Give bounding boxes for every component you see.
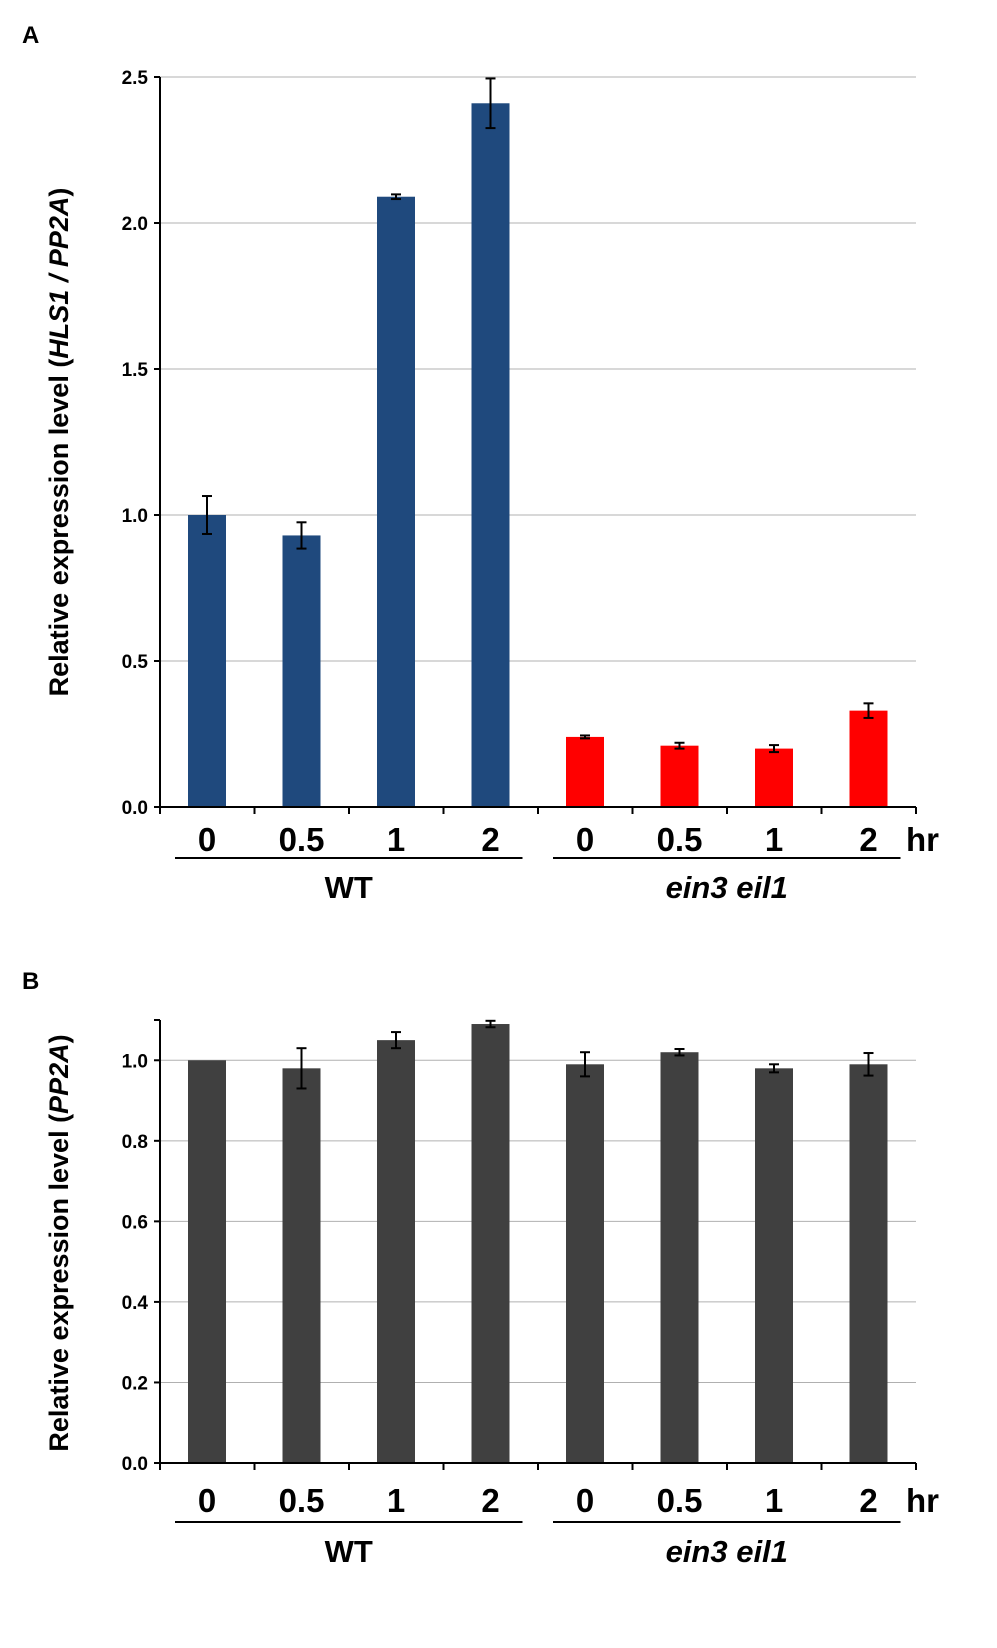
bar <box>377 196 415 808</box>
y-tick-label: 0.2 <box>122 1373 148 1394</box>
chart-a: 0.0 0.5 1.0 1.5 2.0 2.5 0 0.5 1 2 0 0.5 1 2 hr WT ein3 e… <box>44 68 939 905</box>
group-label: WT <box>325 870 373 905</box>
y-axis-title: Relative expression level (HLS1 / PP2A) <box>44 188 74 697</box>
y-tick-label: 0.0 <box>122 798 148 819</box>
bar <box>471 103 510 807</box>
x-tick-label: 0.5 <box>279 1482 325 1519</box>
y-tick-label: 2.5 <box>122 68 149 89</box>
bar <box>282 535 321 807</box>
x-tick-label: 0 <box>198 821 216 858</box>
bar <box>849 710 888 807</box>
y-tick-label: 1.0 <box>122 1051 148 1072</box>
bar <box>188 1060 226 1463</box>
x-tick-label: 0.5 <box>657 1482 703 1519</box>
panel-a-label: A <box>22 22 40 49</box>
y-axis-title-part: Relative expression level ( <box>44 1114 74 1452</box>
y-tick-label: 1.0 <box>122 506 148 527</box>
bar <box>849 1064 888 1463</box>
y-axis-title-part: ) <box>44 188 74 197</box>
x-tick-label: 2 <box>481 1482 499 1519</box>
y-axis-title: Relative expression level (PP2A) <box>44 1034 74 1451</box>
group-label: WT <box>325 1534 373 1569</box>
y-tick-label: 0.8 <box>122 1132 148 1153</box>
x-tick-label: 0.5 <box>279 821 325 858</box>
x-tick-label: 0 <box>576 821 594 858</box>
x-tick-label: 1 <box>387 1482 405 1519</box>
x-tick-label: 2 <box>859 821 877 858</box>
y-axis-title-part: Relative expression level ( <box>44 359 74 697</box>
bar <box>566 736 604 807</box>
bar <box>377 1040 415 1463</box>
unit-label: hr <box>906 1482 939 1519</box>
x-tick-label: 1 <box>387 821 405 858</box>
x-tick-label: 2 <box>481 821 499 858</box>
bar <box>471 1024 510 1463</box>
y-axis-title-part: ) <box>44 1034 74 1043</box>
y-tick-label: 1.5 <box>122 360 149 381</box>
group-label: ein3 eil1 <box>666 870 788 905</box>
unit-label: hr <box>906 821 939 858</box>
bar <box>660 745 699 807</box>
x-tick-label: 2 <box>859 1482 877 1519</box>
y-tick-label: 0.6 <box>122 1212 148 1233</box>
x-tick-label: 0 <box>198 1482 216 1519</box>
x-tick-label: 0 <box>576 1482 594 1519</box>
y-tick-label: 0.4 <box>122 1293 149 1314</box>
bar <box>755 748 793 807</box>
y-axis-title-part: HLS1 / PP2A <box>44 197 74 359</box>
panel-b-label: B <box>22 968 40 995</box>
bar <box>660 1052 699 1463</box>
y-tick-label: 0.5 <box>122 652 149 673</box>
x-tick-label: 1 <box>765 821 783 858</box>
y-axis-title-part: PP2A <box>44 1043 74 1114</box>
x-tick-label: 0.5 <box>657 821 703 858</box>
bar <box>282 1068 321 1463</box>
y-tick-label: 0.0 <box>122 1454 148 1475</box>
y-tick-label: 2.0 <box>122 214 148 235</box>
group-label: ein3 eil1 <box>666 1534 788 1569</box>
bar <box>755 1068 793 1463</box>
bar <box>566 1064 604 1463</box>
x-tick-label: 1 <box>765 1482 783 1519</box>
bar <box>188 515 226 807</box>
